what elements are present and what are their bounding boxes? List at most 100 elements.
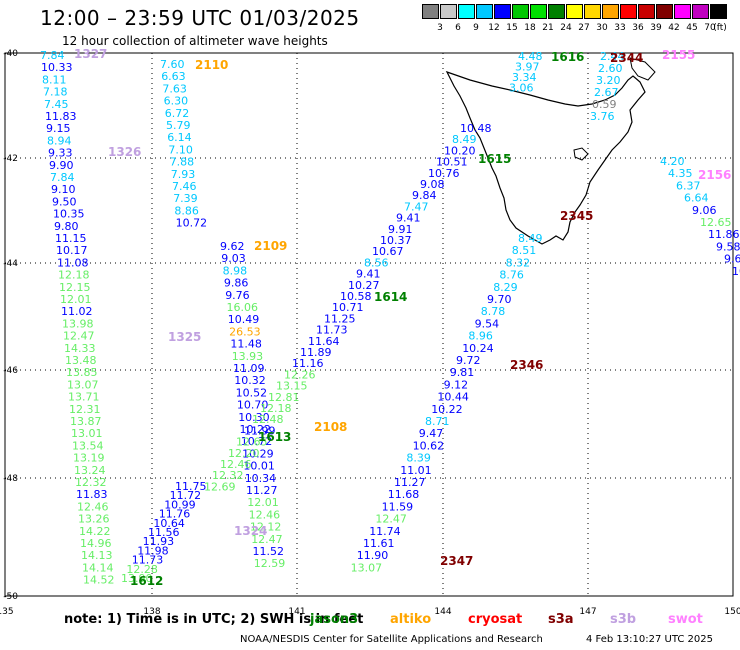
pass-number-label: 2109: [254, 239, 287, 253]
wave-height-value: 2.60: [598, 62, 623, 75]
wave-height-value: 11.89: [300, 346, 332, 359]
legend-swatch: [602, 4, 619, 19]
wave-height-value: 12.81: [268, 391, 300, 404]
wave-height-value: 9.62: [220, 240, 245, 253]
wave-height-value: 7.88: [170, 156, 195, 169]
wave-height-value: 6.64: [684, 192, 709, 205]
wave-height-value: 10.33: [41, 61, 73, 74]
wave-height-value: 13.90: [121, 572, 153, 585]
map-frame: [4, 52, 734, 597]
wave-height-value: 12.48: [252, 413, 284, 426]
wave-height-value: 13.26: [78, 513, 110, 526]
wave-height-value: 10.76: [428, 167, 460, 180]
wave-height-value: 16.06: [227, 301, 259, 314]
wave-height-value: 8.98: [223, 264, 248, 277]
wave-height-value: 6.72: [165, 107, 190, 120]
lat-tick-label: -44: [3, 259, 18, 269]
legend-label: 45: [686, 23, 698, 33]
wave-height-value: 14.52: [83, 574, 115, 587]
wave-height-value: 7.84: [40, 49, 65, 62]
wave-height-value: 10.22: [240, 423, 272, 436]
wave-height-value: 10.30: [238, 411, 270, 424]
wave-height-value: 11.90: [357, 549, 389, 562]
wave-height-value: 11.64: [308, 335, 340, 348]
wave-height-value: 14.14: [82, 561, 114, 574]
wave-height-value: 10.56: [732, 265, 740, 278]
wave-height-value: 10.35: [53, 208, 85, 221]
wave-height-value: 10.52: [236, 386, 268, 399]
wave-height-value: 11.56: [148, 526, 180, 539]
wave-height-value: 9.86: [224, 277, 249, 290]
lon-tick-label: 138: [143, 607, 160, 617]
wave-height-value: 10.72: [176, 217, 208, 230]
wave-height-value: 9.54: [475, 317, 500, 330]
wave-height-value: 11.02: [61, 305, 93, 318]
wave-height-value: 13.71: [68, 391, 100, 404]
wave-height-value: 6.30: [164, 95, 189, 108]
wave-height-value: 10.20: [444, 144, 476, 157]
wave-height-value: 0.59: [592, 98, 617, 111]
lon-tick-label: 150: [724, 607, 740, 617]
legend-label: 36: [632, 23, 644, 33]
wave-height-value: 12.65: [236, 436, 268, 449]
wave-height-value: 10.32: [234, 374, 265, 387]
credit-text: NOAA/NESDIS Center for Satellite Applica…: [240, 634, 543, 645]
legend-swatch: [530, 4, 547, 19]
wave-height-value: 11.15: [55, 232, 87, 245]
wave-height-value: 12.46: [249, 508, 281, 521]
wave-height-value: 12.01: [60, 293, 92, 306]
wave-height-value: 12.47: [251, 533, 283, 546]
wave-height-value: 8.86: [174, 204, 199, 217]
legend-label: 24: [560, 23, 572, 33]
satellite-altiko: altiko: [390, 612, 432, 627]
legend-label: 15: [506, 23, 518, 33]
wave-height-value: 10.71: [332, 301, 364, 314]
pass-number-label: 1325: [168, 330, 201, 344]
wave-height-value: 10.24: [462, 342, 494, 355]
wave-height-value: 12.69: [204, 480, 236, 493]
legend-label: 42: [668, 23, 680, 33]
legend-unit: (ft): [713, 23, 727, 33]
lon-tick-label: 135: [0, 607, 14, 617]
wave-height-value: 10.58: [340, 290, 372, 303]
wave-height-value: 11.98: [137, 544, 169, 557]
wave-height-value: 8.96: [468, 330, 493, 343]
wave-height-value: 12.59: [254, 557, 285, 570]
wave-height-value: 11.68: [388, 488, 420, 501]
wave-height-value: 9.50: [52, 195, 77, 208]
lat-tick-label: -48: [3, 474, 18, 484]
axis-ticks: -40 -42 -44 -46 -48 -50 135 138 141 144 147 150: [0, 49, 740, 617]
wave-height-value: 11.73: [316, 324, 348, 337]
wave-height-value: 12.47: [375, 513, 407, 526]
wave-height-value: 9.70: [487, 293, 512, 306]
wave-height-value: 13.93: [232, 350, 264, 363]
wave-height-value: 8.29: [493, 281, 518, 294]
satellite-s3a: s3a: [548, 612, 574, 627]
legend-label: 3: [437, 23, 443, 33]
wave-height-value: 12.26: [284, 368, 316, 381]
wave-height-value: 7.39: [173, 192, 198, 205]
wave-height-value: 12.46: [77, 500, 109, 513]
lat-tick-label: -42: [3, 154, 18, 164]
lat-tick-label: -40: [3, 49, 18, 59]
maria-island-outline: [573, 147, 589, 161]
wave-height-value: 12.18: [260, 402, 292, 415]
wave-height-value: 8.56: [364, 256, 389, 269]
wave-height-value: 11.52: [253, 545, 285, 558]
wave-height-value: 6.37: [676, 179, 701, 192]
pass-number-label: 1326: [108, 145, 141, 159]
pass-number-label: 2347: [440, 554, 473, 568]
wave-height-value: 13.54: [72, 439, 104, 452]
wave-height-value: 13.87: [70, 415, 102, 428]
generation-timestamp: 4 Feb 13:10:27 UTC 2025: [586, 634, 713, 645]
wave-height-value: 9.41: [356, 268, 381, 281]
wave-height-value: 10.22: [431, 403, 463, 416]
wave-height-value: 12.01: [247, 496, 278, 509]
wave-height-value: 11.93: [143, 535, 175, 548]
wave-height-value: 11.08: [57, 256, 89, 269]
wave-height-value: 2.67: [594, 86, 619, 99]
wave-height-value: 10.64: [153, 517, 185, 530]
legend-label: 9: [473, 23, 479, 33]
legend-swatch: [422, 4, 439, 19]
